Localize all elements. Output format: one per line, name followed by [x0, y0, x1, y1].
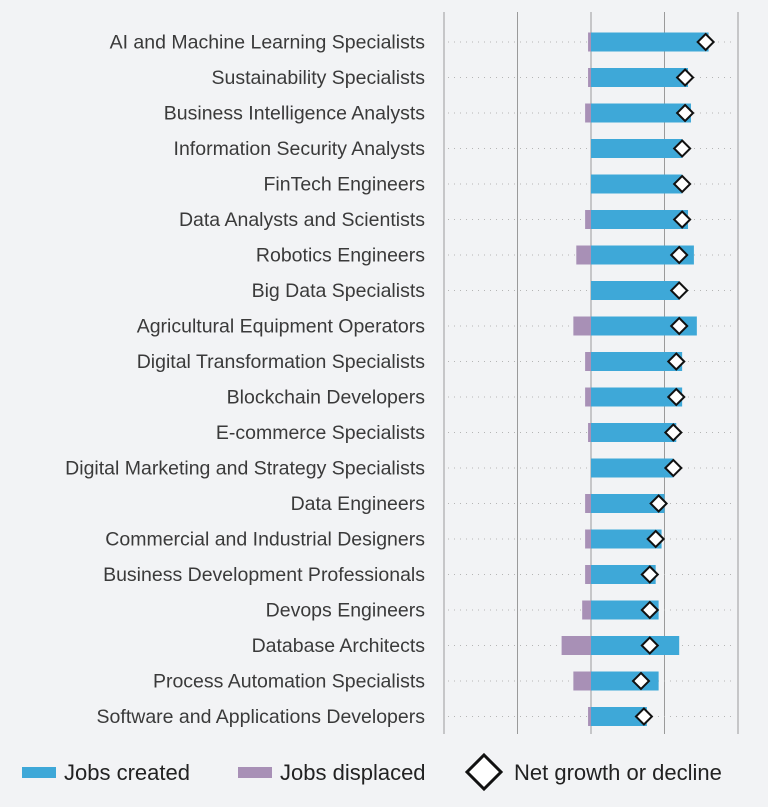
- net-growth-marker: [669, 245, 689, 265]
- bar-jobs-displaced: [576, 245, 591, 265]
- category-label: E-commerce Specialists: [216, 422, 425, 444]
- category-label: Robotics Engineers: [256, 245, 425, 267]
- bar-jobs-created: [591, 565, 656, 584]
- category-label: Software and Applications Developers: [97, 706, 426, 728]
- bar-jobs-created: [591, 174, 683, 194]
- category-label: Agricultural Equipment Operators: [137, 316, 426, 338]
- bar-jobs-created: [591, 210, 689, 229]
- net-growth-marker: [640, 565, 660, 584]
- bar-jobs-created: [591, 529, 662, 549]
- net-growth-marker: [669, 316, 689, 336]
- net-growth-marker: [631, 671, 651, 691]
- bar-jobs-displaced: [585, 529, 591, 549]
- category-label: AI and Machine Learning Specialists: [110, 32, 426, 54]
- bar-jobs-created: [591, 32, 709, 52]
- bar-jobs-displaced: [588, 707, 591, 726]
- bar-jobs-created: [591, 636, 680, 655]
- legend-swatch-jobs-created: [22, 767, 56, 778]
- bar-jobs-displaced: [585, 103, 591, 123]
- category-label: Blockchain Developers: [227, 387, 426, 409]
- bar-jobs-created: [591, 387, 683, 407]
- net-growth-marker: [649, 494, 669, 513]
- bar-jobs-created: [591, 494, 665, 513]
- legend-label-net-growth: Net growth or decline: [514, 760, 722, 785]
- net-growth-marker: [672, 174, 692, 194]
- category-label: Big Data Specialists: [252, 280, 426, 302]
- bar-jobs-created: [591, 352, 683, 371]
- bar-jobs-displaced: [561, 636, 591, 655]
- bar-jobs-displaced: [585, 352, 591, 371]
- net-growth-marker: [663, 458, 683, 478]
- net-growth-marker: [696, 32, 716, 52]
- bar-jobs-created: [591, 245, 694, 265]
- bar-jobs-displaced: [573, 316, 591, 336]
- category-label: Devops Engineers: [266, 600, 426, 622]
- bar-jobs-created: [591, 68, 689, 87]
- category-label: Process Automation Specialists: [153, 671, 425, 693]
- legend-label-jobs-displaced: Jobs displaced: [280, 760, 426, 785]
- net-growth-marker: [666, 352, 686, 371]
- net-growth-marker: [669, 281, 689, 300]
- bar-jobs-displaced: [585, 494, 591, 513]
- legend-label-jobs-created: Jobs created: [64, 760, 190, 785]
- bar-jobs-displaced: [588, 68, 591, 87]
- category-label: Commercial and Industrial Designers: [105, 529, 425, 551]
- bar-jobs-displaced: [585, 565, 591, 584]
- bar-jobs-displaced: [588, 423, 591, 442]
- bar-jobs-created: [591, 600, 659, 620]
- legend-diamond-icon: [464, 752, 504, 792]
- category-label: Data Analysts and Scientists: [179, 209, 425, 231]
- bar-jobs-created: [591, 707, 647, 726]
- bar-jobs-displaced: [585, 210, 591, 229]
- bars: [561, 32, 709, 726]
- bar-jobs-displaced: [585, 387, 591, 407]
- category-label: FinTech Engineers: [263, 174, 425, 196]
- bar-jobs-created: [591, 458, 674, 478]
- net-growth-marker: [672, 210, 692, 229]
- legend: Jobs created Jobs displaced Net growth o…: [22, 752, 722, 792]
- category-labels: AI and Machine Learning Specialists Susta…: [65, 32, 425, 729]
- bar-jobs-created: [591, 423, 677, 442]
- bar-jobs-displaced: [573, 671, 591, 691]
- bar-jobs-displaced: [588, 32, 591, 52]
- bar-jobs-created: [591, 316, 697, 336]
- bar-jobs-created: [591, 281, 680, 300]
- net-growth-marker: [640, 600, 660, 620]
- net-growth-marker: [634, 707, 654, 726]
- category-label: Information Security Analysts: [174, 138, 426, 160]
- category-label: Business Intelligence Analysts: [164, 103, 425, 125]
- net-growth-marker: [675, 103, 695, 123]
- category-label: Sustainability Specialists: [211, 67, 425, 89]
- bar-jobs-created: [591, 103, 691, 123]
- category-label: Digital Marketing and Strategy Specialis…: [65, 458, 425, 480]
- net-growth-marker: [675, 68, 695, 87]
- net-markers: [631, 32, 716, 726]
- category-label: Digital Transformation Specialists: [137, 351, 426, 373]
- legend-swatch-jobs-displaced: [238, 767, 272, 778]
- bar-jobs-displaced: [582, 600, 591, 620]
- category-label: Data Engineers: [291, 493, 426, 515]
- net-growth-marker: [666, 387, 686, 407]
- category-label: Business Development Professionals: [103, 564, 425, 586]
- category-label: Database Architects: [252, 635, 426, 657]
- net-growth-marker: [646, 529, 666, 549]
- bar-jobs-created: [591, 139, 683, 158]
- net-growth-marker: [663, 423, 683, 442]
- net-growth-marker: [672, 139, 692, 158]
- net-growth-marker: [640, 636, 660, 655]
